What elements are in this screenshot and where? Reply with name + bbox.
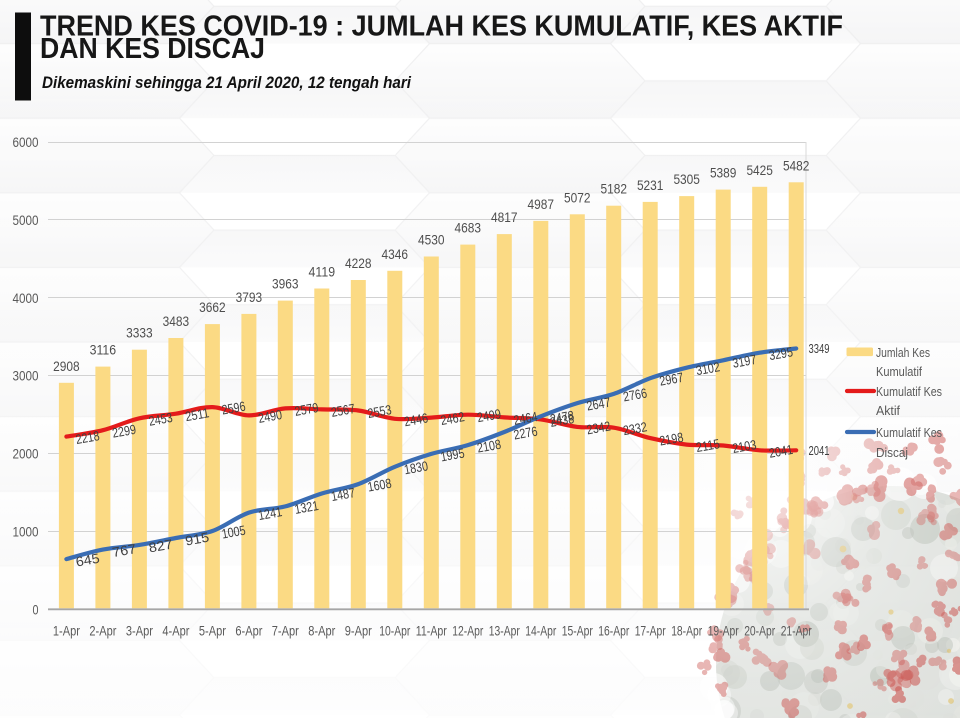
svg-text:3483: 3483 xyxy=(163,313,190,329)
svg-text:5072: 5072 xyxy=(564,189,591,205)
svg-text:10-Apr: 10-Apr xyxy=(379,624,410,639)
svg-text:5000: 5000 xyxy=(13,212,39,228)
svg-text:11-Apr: 11-Apr xyxy=(416,624,447,639)
svg-text:3-Apr: 3-Apr xyxy=(126,624,153,639)
svg-text:5182: 5182 xyxy=(601,181,628,197)
svg-text:21-Apr: 21-Apr xyxy=(781,624,812,639)
svg-text:15-Apr: 15-Apr xyxy=(562,624,593,639)
svg-text:20-Apr: 20-Apr xyxy=(744,624,775,639)
svg-text:1-Apr: 1-Apr xyxy=(53,624,80,639)
svg-text:5-Apr: 5-Apr xyxy=(199,624,226,639)
svg-text:2000: 2000 xyxy=(13,446,39,462)
svg-text:4000: 4000 xyxy=(13,290,39,306)
svg-text:Kumulatif Kes: Kumulatif Kes xyxy=(876,425,942,440)
svg-text:16-Apr: 16-Apr xyxy=(598,624,629,639)
svg-text:4346: 4346 xyxy=(382,246,409,262)
svg-text:Discaj: Discaj xyxy=(876,445,908,460)
svg-text:17-Apr: 17-Apr xyxy=(635,624,666,639)
svg-text:2041: 2041 xyxy=(809,443,830,458)
svg-text:1000: 1000 xyxy=(13,523,39,539)
svg-text:3793: 3793 xyxy=(236,289,263,305)
svg-text:5482: 5482 xyxy=(783,157,810,173)
svg-text:4119: 4119 xyxy=(309,264,336,280)
svg-text:3662: 3662 xyxy=(199,299,226,315)
svg-text:19-Apr: 19-Apr xyxy=(708,624,739,639)
svg-text:3116: 3116 xyxy=(90,342,117,358)
svg-text:4-Apr: 4-Apr xyxy=(162,624,189,639)
svg-text:5305: 5305 xyxy=(673,171,700,187)
svg-text:3333: 3333 xyxy=(126,325,153,341)
svg-text:4987: 4987 xyxy=(528,196,555,212)
svg-text:0: 0 xyxy=(33,601,39,617)
svg-text:4228: 4228 xyxy=(345,255,372,271)
svg-text:13-Apr: 13-Apr xyxy=(489,624,520,639)
svg-text:6000: 6000 xyxy=(13,134,39,150)
svg-text:Dikemaskini sehingga 21 April: Dikemaskini sehingga 21 April 2020, 12 t… xyxy=(42,74,411,92)
svg-text:9-Apr: 9-Apr xyxy=(345,624,372,639)
svg-text:14-Apr: 14-Apr xyxy=(525,624,556,639)
svg-text:2908: 2908 xyxy=(53,358,80,374)
svg-text:7-Apr: 7-Apr xyxy=(272,624,299,639)
svg-text:6-Apr: 6-Apr xyxy=(235,624,262,639)
svg-text:DAN KES DISCAJ: DAN KES DISCAJ xyxy=(40,33,265,65)
svg-text:3349: 3349 xyxy=(809,341,830,356)
svg-text:18-Apr: 18-Apr xyxy=(671,624,702,639)
svg-text:4683: 4683 xyxy=(455,220,482,236)
svg-text:5425: 5425 xyxy=(746,162,773,178)
svg-text:Aktif: Aktif xyxy=(876,403,900,418)
svg-text:2-Apr: 2-Apr xyxy=(89,624,116,639)
svg-text:Jumlah Kes: Jumlah Kes xyxy=(876,345,930,360)
svg-text:5231: 5231 xyxy=(637,177,664,193)
svg-text:12-Apr: 12-Apr xyxy=(452,624,483,639)
svg-text:Kumulatif: Kumulatif xyxy=(876,364,922,379)
svg-text:8-Apr: 8-Apr xyxy=(308,624,335,639)
svg-text:4817: 4817 xyxy=(491,209,518,225)
svg-text:Kumulatif Kes: Kumulatif Kes xyxy=(876,384,942,399)
svg-text:5389: 5389 xyxy=(710,165,737,181)
svg-text:3963: 3963 xyxy=(272,276,299,292)
svg-text:4530: 4530 xyxy=(418,232,445,248)
svg-text:3000: 3000 xyxy=(13,368,39,384)
